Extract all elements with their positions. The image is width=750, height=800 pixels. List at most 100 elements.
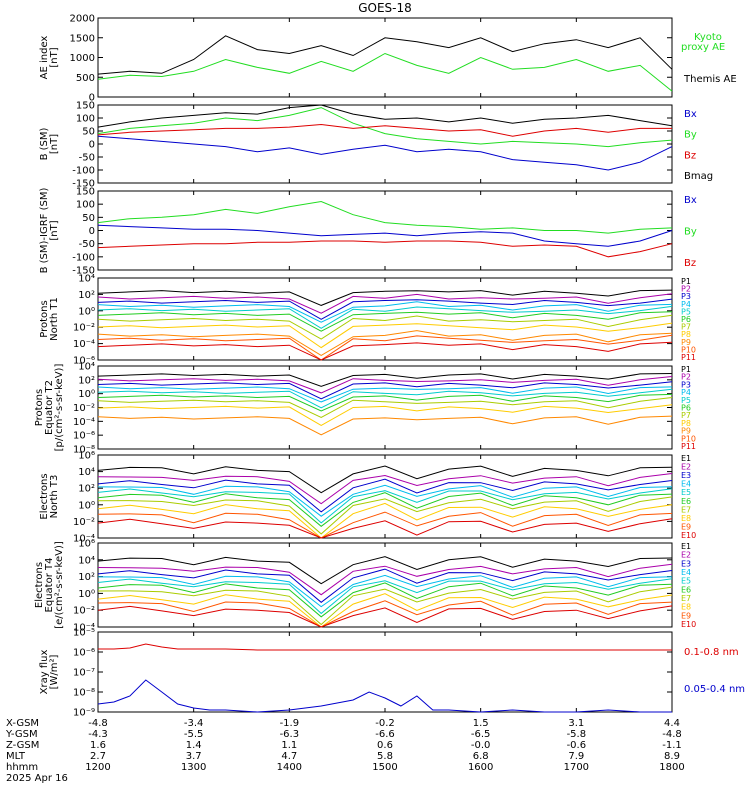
legend-bsm-0: Bx xyxy=(684,109,697,120)
ytick-label-bigrf-6: 150 xyxy=(76,187,95,198)
legend-pn-4: P5 xyxy=(681,307,691,316)
ephem-label-mlt: MLT xyxy=(6,751,26,762)
legend-pe-4: P5 xyxy=(681,396,691,405)
ephem-x-gsm-2: -1.9 xyxy=(280,718,300,729)
ytick-label-bigrf-3: 0 xyxy=(89,226,95,237)
ephem-x-gsm-5: 3.1 xyxy=(568,718,584,729)
ytick-label-en-2: 10² xyxy=(78,484,95,495)
series-ee-e5 xyxy=(97,578,673,615)
ephem-z-gsm-0: 1.6 xyxy=(90,740,106,751)
ephem-mlt-6: 8.9 xyxy=(664,751,680,762)
ylabel-en-1: North T3 xyxy=(49,475,60,519)
series-pe-p2 xyxy=(97,376,673,394)
ytick-label-bigrf-2: -50 xyxy=(79,239,95,250)
ephem-mlt-1: 3.7 xyxy=(186,751,202,762)
series-pe-p4 xyxy=(97,386,673,403)
series-ee-e8 xyxy=(97,593,673,628)
ephem-label-x-gsm: X-GSM xyxy=(6,718,39,729)
ephem-mlt-2: 4.7 xyxy=(281,751,297,762)
xtick-label-2: 1400 xyxy=(277,762,302,773)
ytick-label-pn-4: 10⁻⁴ xyxy=(73,339,95,350)
ylabel-pe-0: Protons xyxy=(34,389,45,426)
ytick-label-pn-5: 10⁻⁶ xyxy=(73,356,95,367)
legend-bsm-3: Bmag xyxy=(684,171,713,182)
ytick-label-bsm-5: 100 xyxy=(76,114,95,125)
series-pe-p5 xyxy=(97,388,673,409)
series-bigrf-bz xyxy=(97,240,673,258)
series-en-e3 xyxy=(97,478,673,513)
date-label: 2025 Apr 16 xyxy=(6,773,68,784)
ylabel-bigrf-0: B (SM)-IGRF (SM) xyxy=(39,188,50,274)
series-ae-kyoto-proxy-ae xyxy=(97,52,673,92)
ephem-x-gsm-6: 4.4 xyxy=(664,718,680,729)
series-ee-e9 xyxy=(97,600,673,628)
ytick-label-bsm-6: 150 xyxy=(76,101,95,112)
legend-pn-10: P11 xyxy=(681,353,696,362)
ephem-z-gsm-4: -0.0 xyxy=(471,740,491,751)
legend-pe-1: P2 xyxy=(681,373,691,382)
ylabel-pe-1: Equator T2 xyxy=(44,380,55,435)
ephem-mlt-0: 2.7 xyxy=(90,751,106,762)
ephem-x-gsm-4: 1.5 xyxy=(473,718,489,729)
legend-en-8: E9 xyxy=(681,522,691,531)
series-pn-p5 xyxy=(97,305,673,329)
legend-pn-0: P1 xyxy=(681,277,691,286)
ephem-y-gsm-4: -6.5 xyxy=(471,729,491,740)
series-pn-p6 xyxy=(97,311,673,332)
legend-ee-8: E9 xyxy=(681,611,691,620)
ephem-z-gsm-2: 1.1 xyxy=(281,740,297,751)
series-ee-e2 xyxy=(97,563,673,596)
legend-en-3: E4 xyxy=(681,480,691,489)
series-xray-0-05-0-4-nm xyxy=(97,679,672,713)
series-pn-p3 xyxy=(97,298,673,320)
ytick-label-en-4: 10⁻² xyxy=(73,517,95,528)
series-bigrf-by xyxy=(97,200,673,234)
ytick-label-xray-0: 10⁻⁵ xyxy=(73,628,95,639)
series-pn-p11 xyxy=(97,341,673,361)
series-bsm-by xyxy=(97,107,673,148)
series-pn-p1 xyxy=(97,289,673,306)
ytick-label-xray-3: 10⁻⁸ xyxy=(73,688,95,699)
ephem-y-gsm-3: -6.6 xyxy=(375,729,395,740)
legend-pe-3: P4 xyxy=(681,388,691,397)
ytick-label-pn-3: 10⁻² xyxy=(73,323,95,334)
series-bigrf-bx xyxy=(97,224,673,247)
legend-xray-long: 0.1-0.8 nm xyxy=(684,647,739,658)
series-ee-e3 xyxy=(97,568,673,603)
series-en-e6 xyxy=(97,492,673,527)
legend-bsm-2: Bz xyxy=(684,150,696,161)
ylabel-bsm-1: [nT] xyxy=(49,134,60,154)
ylabel-pn-1: North T1 xyxy=(49,297,60,341)
legend-ee-5: E6 xyxy=(681,585,691,594)
series-ee-e4 xyxy=(97,574,673,608)
ytick-label-pe-0: 10⁴ xyxy=(78,362,95,373)
ylabel-bsm-0: B (SM) xyxy=(39,127,50,160)
ytick-label-pe-6: 10⁻⁸ xyxy=(73,445,95,456)
ephem-label-y-gsm: Y-GSM xyxy=(5,729,38,740)
ytick-label-xray-1: 10⁻⁶ xyxy=(73,648,95,659)
ytick-label-ae-2: 1000 xyxy=(70,53,95,64)
ytick-label-en-1: 10⁴ xyxy=(78,467,95,478)
ytick-label-bigrf-5: 100 xyxy=(76,200,95,211)
ytick-label-pn-1: 10² xyxy=(78,290,95,301)
legend-en-7: E8 xyxy=(681,514,691,523)
ytick-label-bigrf-0: -150 xyxy=(72,266,95,277)
series-pe-p3 xyxy=(97,381,673,400)
legend-bigrf-0: Bx xyxy=(684,195,697,206)
xtick-label-6: 1800 xyxy=(659,762,684,773)
legend-ee-6: E7 xyxy=(681,594,691,603)
ylabel-xray-1: [W/m²] xyxy=(49,654,60,689)
ephem-y-gsm-2: -6.3 xyxy=(280,729,300,740)
series-pe-p6 xyxy=(97,393,673,412)
legend-pe-7: P8 xyxy=(681,419,691,428)
chart-title: GOES-18 xyxy=(358,1,412,15)
ytick-label-bigrf-4: 50 xyxy=(82,213,95,224)
series-ee-e6 xyxy=(97,582,673,618)
series-pe-p8 xyxy=(97,404,673,426)
legend-en-9: E10 xyxy=(681,531,696,540)
ytick-label-bsm-1: -100 xyxy=(72,166,95,177)
legend-en-2: E3 xyxy=(681,471,691,480)
xtick-label-3: 1500 xyxy=(372,762,397,773)
ytick-label-ae-1: 500 xyxy=(76,73,95,84)
ephem-y-gsm-0: -4.3 xyxy=(88,729,108,740)
